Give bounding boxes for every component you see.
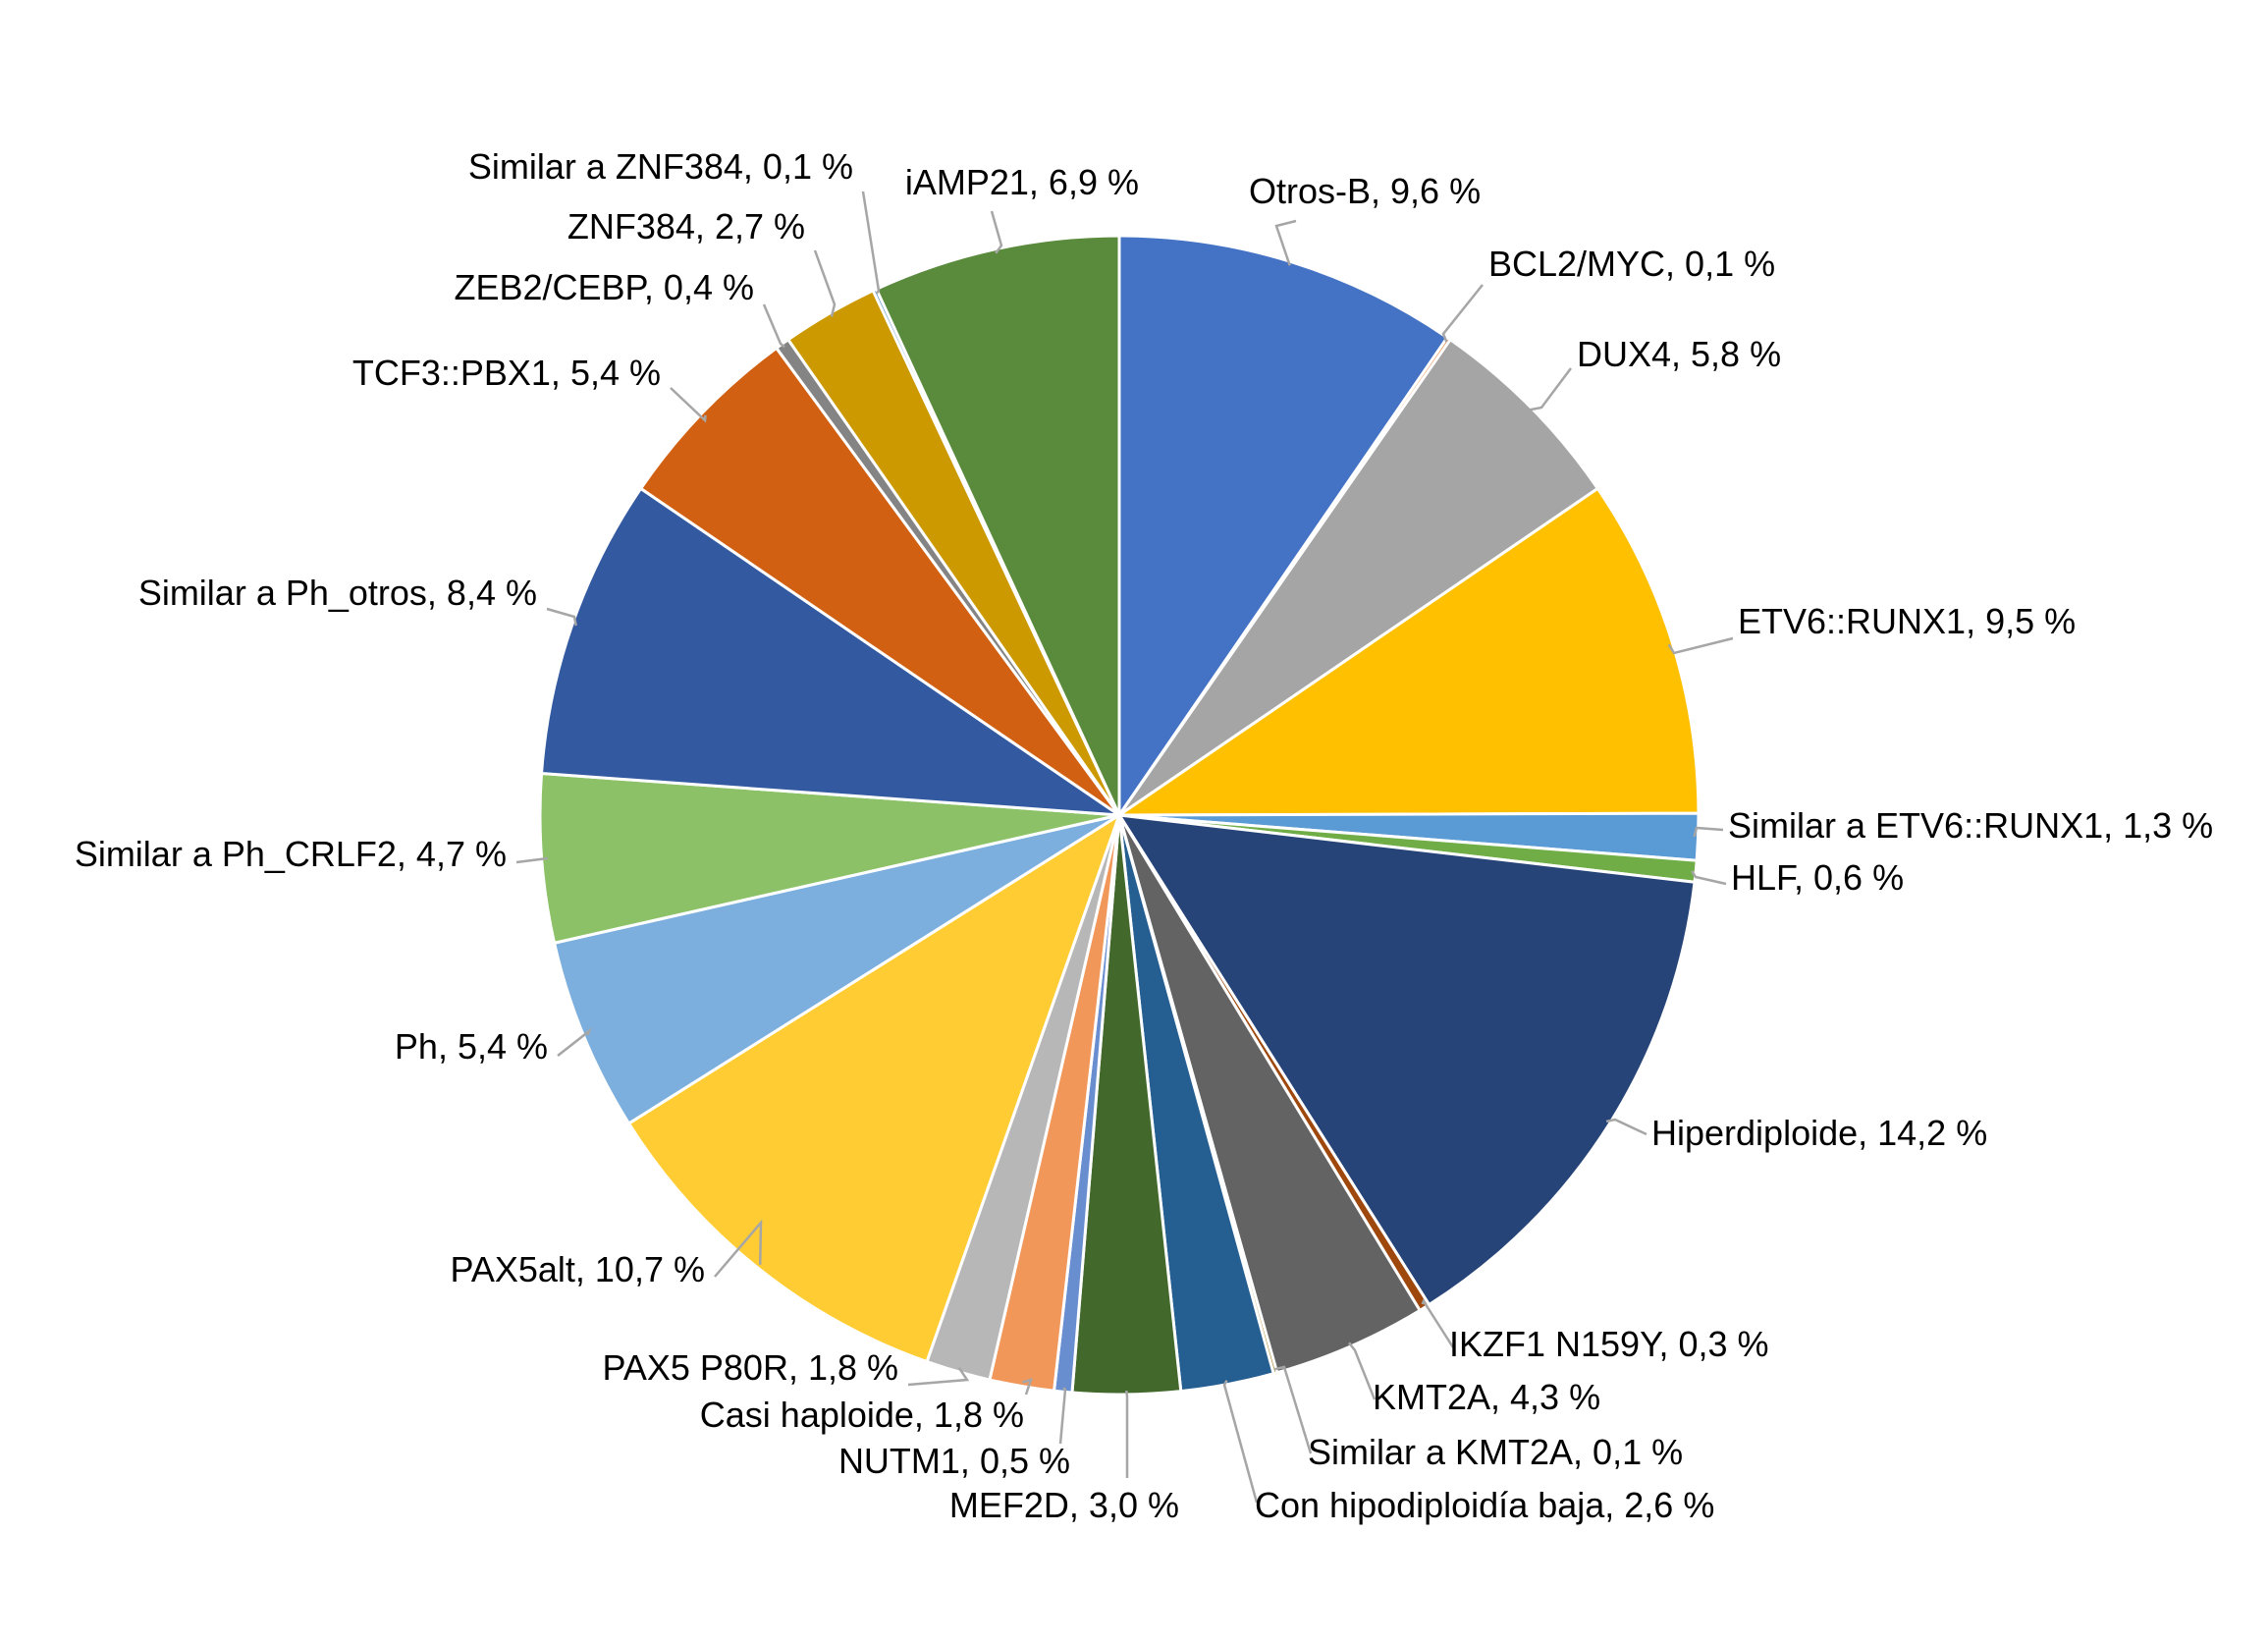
data-label: Con hipodiploidía baja, 2,6 %	[1255, 1485, 1714, 1525]
data-label: Ph, 5,4 %	[395, 1026, 548, 1067]
leader-line	[1021, 1378, 1033, 1396]
pie-slice	[638, 346, 1121, 817]
data-label: HLF, 0,6 %	[1731, 857, 1904, 898]
data-label: KMT2A, 4,3 %	[1373, 1377, 1600, 1417]
data-label: PAX5 P80R, 1,8 %	[603, 1347, 899, 1388]
leader-lines-layer	[515, 191, 1734, 1504]
leader-line	[1421, 1298, 1455, 1348]
pie-slice	[1116, 813, 1697, 1307]
leader-line	[1348, 1342, 1377, 1400]
pie-slice	[874, 234, 1121, 816]
data-label: iAMP21, 6,9 %	[905, 162, 1139, 202]
data-label: Hiperdiploide, 14,2 %	[1651, 1113, 1987, 1153]
data-label: TCF3::PBX1, 5,4 %	[352, 353, 661, 393]
data-label: MEF2D, 3,0 %	[949, 1485, 1179, 1525]
data-label: BCL2/MYC, 0,1 %	[1488, 244, 1775, 284]
leader-line	[1273, 1365, 1313, 1454]
leader-line	[714, 1219, 763, 1278]
leader-line	[1125, 1390, 1129, 1478]
leader-line	[1274, 219, 1297, 266]
leader-line	[813, 249, 837, 317]
leader-line	[1667, 636, 1734, 655]
leader-line	[762, 303, 785, 349]
leader-line	[1441, 284, 1484, 343]
data-labels-layer: Otros-B, 9,6 %BCL2/MYC, 0,1 % DUX4, 5,8 %…	[75, 146, 2213, 1525]
leader-line	[1693, 826, 1724, 838]
pie-slice	[1114, 486, 1701, 817]
leader-line	[546, 607, 577, 627]
leader-line	[1691, 870, 1727, 886]
leader-line	[1058, 1387, 1067, 1445]
slices-layer	[538, 234, 1701, 1397]
leader-line	[1222, 1380, 1259, 1504]
data-label: Similar a ETV6::RUNX1, 1,3 %	[1728, 805, 2213, 846]
pie-slice	[539, 486, 1125, 817]
leader-line	[557, 1027, 593, 1057]
data-label: Similar a ZNF384, 0,1 %	[468, 146, 853, 187]
leader-line	[1528, 367, 1572, 411]
data-label: Similar a KMT2A, 0,1 %	[1308, 1432, 1683, 1472]
data-label: ZNF384, 2,7 %	[567, 206, 805, 246]
data-label: DUX4, 5,8 %	[1577, 334, 1781, 374]
leader-line	[1605, 1118, 1647, 1136]
leader-line	[990, 210, 1003, 254]
data-label: Otros-B, 9,6 %	[1249, 171, 1481, 211]
leader-line	[907, 1367, 970, 1387]
data-label: ZEB2/CEBP, 0,4 %	[455, 267, 755, 307]
leader-line	[670, 387, 707, 423]
leader-line	[861, 191, 881, 295]
pie-slice	[626, 811, 1122, 1364]
data-label: ETV6::RUNX1, 9,5 %	[1738, 601, 2076, 641]
data-label: Similar a Ph_otros, 8,4 %	[138, 573, 537, 613]
data-label: NUTM1, 0,5 %	[838, 1441, 1070, 1481]
data-label: IKZF1 N159Y, 0,3 %	[1449, 1324, 1769, 1364]
data-label: PAX5alt, 10,7 %	[451, 1249, 706, 1289]
data-label: Similar a Ph_CRLF2, 4,7 %	[75, 834, 507, 874]
leader-line	[515, 856, 549, 864]
data-label: Casi haploide, 1,8 %	[700, 1395, 1024, 1435]
pie-slice	[1117, 337, 1600, 817]
pie-slice	[1117, 234, 1450, 820]
